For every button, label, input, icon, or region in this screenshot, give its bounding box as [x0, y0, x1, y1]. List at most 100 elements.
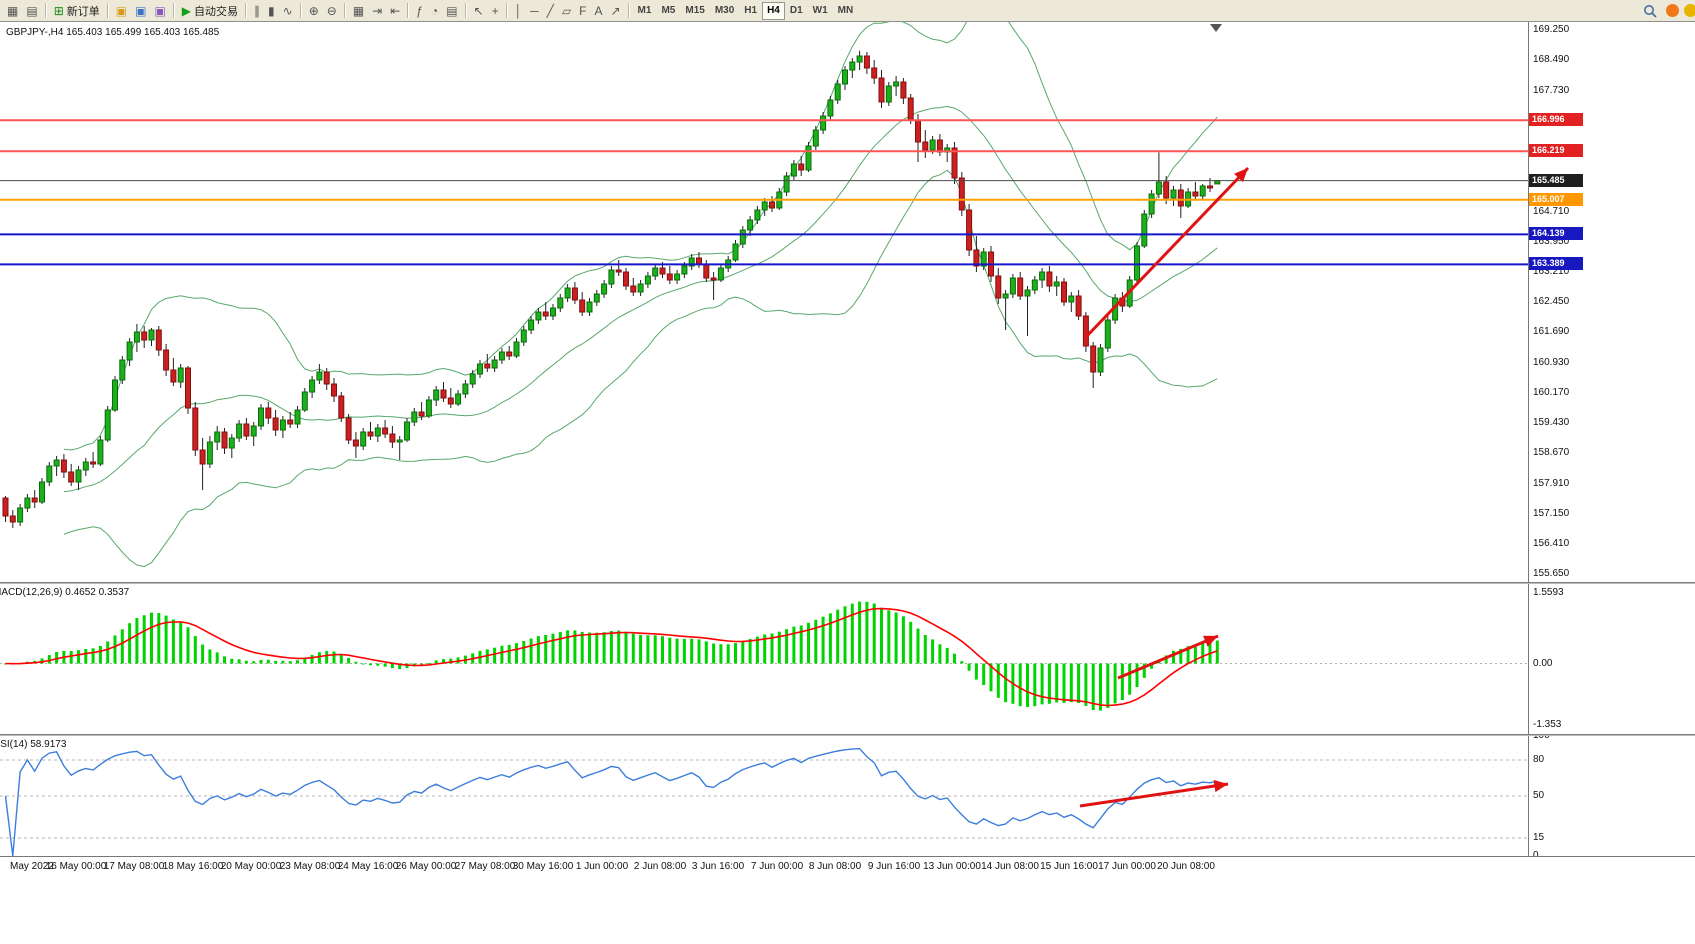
- horizontal-lines[interactable]: [0, 119, 1528, 266]
- line-chart-button[interactable]: ∿: [279, 2, 297, 20]
- indicators-icon: ƒ: [416, 3, 423, 18]
- rsi-line: [4, 747, 1218, 856]
- profiles-button[interactable]: ▤: [22, 2, 41, 20]
- time-axis-label: 24 May 16:00: [337, 861, 399, 872]
- cursor-button[interactable]: ↖: [470, 2, 488, 20]
- profiles-icon: ▤: [26, 3, 38, 18]
- channel-icon: ▱: [561, 3, 572, 18]
- rsi-label: RSI(14) 58.9173: [0, 739, 67, 750]
- toolbar-separator: [245, 3, 248, 18]
- main-chart-panel: 169.250 168.490 167.730 164.710 163.950 163.2…: [0, 22, 1695, 582]
- chart-shift-button[interactable]: ⇤: [386, 2, 404, 20]
- zoom-in-icon: ⊕: [308, 3, 319, 18]
- data-window-button[interactable]: ▣: [131, 2, 150, 20]
- navigator-icon: ▣: [154, 3, 166, 18]
- time-axis-label: 8 Jun 08:00: [808, 861, 862, 872]
- toolbar: ▦ ▤ ⊞ 新订单 ▣ ▣ ▣ ▶ 自动交易 ∥ ▮ ∿ ⊕ ⊖ ▦ ⇥ ⇤ ƒ ◔ ▤ ↖ + │ ─ ╱ ▱ F A ↗ M1 M5 M1…: [0, 0, 1695, 22]
- zoom-in-button[interactable]: ⊕: [305, 2, 323, 20]
- time-axis-label: 23 May 08:00: [279, 861, 341, 872]
- trendline-button[interactable]: ╱: [543, 2, 558, 20]
- fibonacci-button[interactable]: F: [575, 2, 590, 20]
- timeframe-m5-button[interactable]: M5: [656, 2, 680, 20]
- rsi-tick-label: 80: [1533, 754, 1545, 765]
- price-tick-label: 161.690: [1533, 326, 1570, 337]
- time-axis-label: 20 Jun 08:00: [1157, 861, 1215, 872]
- toolbar-buttons: ▦ ▤ ⊞ 新订单 ▣ ▣ ▣ ▶ 自动交易 ∥ ▮ ∿ ⊕ ⊖ ▦ ⇥ ⇤ ƒ ◔ ▤ ↖ + │ ─ ╱ ▱ F A ↗ M1 M5 M1…: [3, 1, 1639, 20]
- main-chart-plot[interactable]: [0, 22, 1528, 582]
- panel-splitter[interactable]: [0, 582, 1695, 584]
- zoom-out-button[interactable]: ⊖: [323, 2, 341, 20]
- candlestick-chart-button[interactable]: ▮: [264, 2, 279, 20]
- macd-tick-label: 1.5593: [1533, 587, 1564, 598]
- price-badge: 163.389: [1529, 257, 1583, 270]
- data-window-icon: ▣: [135, 3, 147, 18]
- cursor-icon: ↖: [473, 3, 484, 18]
- price-tick-label: 162.450: [1533, 296, 1570, 307]
- panel-splitter[interactable]: [0, 734, 1695, 736]
- autotrading-button[interactable]: ▶ 自动交易: [178, 2, 242, 20]
- price-badge: 166.996: [1529, 113, 1583, 126]
- toolbar-separator: [172, 3, 175, 18]
- rsi-plot[interactable]: [0, 736, 1528, 856]
- horizontal-line-button[interactable]: ─: [526, 2, 543, 20]
- price-tick-label: 157.910: [1533, 478, 1570, 489]
- bollinger-lower: [63, 169, 1218, 568]
- arrows-icon: ↗: [610, 3, 621, 18]
- new-chart-button[interactable]: ▦: [3, 2, 22, 20]
- timeframe-m1-button[interactable]: M1: [633, 2, 657, 20]
- price-tick-label: 155.650: [1533, 568, 1570, 579]
- macd-plot[interactable]: [0, 584, 1528, 734]
- market-watch-icon: ▣: [115, 3, 128, 18]
- symbol-ohlc-label: GBPJPY-,H4 165.403 165.499 165.403 165.4…: [6, 27, 220, 38]
- chart-shift-icon: ⇤: [390, 3, 401, 18]
- price-tick-label: 164.710: [1533, 206, 1570, 217]
- candlestick-icon: ▮: [268, 3, 275, 18]
- chart-shift-marker[interactable]: [1210, 24, 1222, 32]
- new-order-button[interactable]: ⊞ 新订单: [50, 2, 104, 20]
- line-chart-icon: ∿: [282, 3, 293, 18]
- navigator-button[interactable]: ▣: [150, 2, 169, 20]
- price-tick-label: 163.950: [1533, 236, 1570, 247]
- market-watch-button[interactable]: ▣: [112, 2, 131, 20]
- templates-button[interactable]: ▤: [442, 2, 461, 20]
- trend-arrow[interactable]: [1083, 166, 1250, 340]
- timeframe-mn-button[interactable]: MN: [833, 2, 859, 20]
- timeframe-m15-button[interactable]: M15: [680, 2, 709, 20]
- bollinger-upper: [63, 22, 1218, 451]
- macd-label: MACD(12,26,9) 0.4652 0.3537: [0, 587, 130, 598]
- channel-button[interactable]: ▱: [558, 2, 575, 20]
- notification-badge-icon[interactable]: [1666, 4, 1679, 17]
- price-axis[interactable]: 169.250 168.490 167.730 164.710 163.950 163.2…: [1528, 22, 1695, 582]
- toolbar-separator: [464, 3, 467, 18]
- fibonacci-icon: F: [579, 3, 587, 18]
- time-axis[interactable]: May 2022 16 May 00:00 17 May 08:00 18 May 1…: [0, 856, 1695, 944]
- macd-signal-line: [5, 607, 1218, 707]
- vertical-line-button[interactable]: │: [511, 2, 527, 20]
- price-tick-label: 160.170: [1533, 387, 1570, 398]
- trend-arrow[interactable]: [1079, 780, 1229, 808]
- timeframe-m30-button[interactable]: M30: [710, 2, 739, 20]
- search-button[interactable]: [1639, 1, 1661, 21]
- timeframe-h1-button[interactable]: H1: [739, 2, 762, 20]
- crosshair-button[interactable]: +: [488, 2, 503, 20]
- community-badge-icon[interactable]: [1684, 4, 1695, 17]
- toolbar-separator: [44, 3, 47, 18]
- time-axis-label: 16 May 00:00: [45, 861, 107, 872]
- text-button[interactable]: A: [590, 2, 606, 20]
- auto-scroll-button[interactable]: ⇥: [368, 2, 386, 20]
- trend-arrow[interactable]: [1117, 634, 1219, 680]
- timeframe-h4-button[interactable]: H4: [762, 1, 785, 20]
- rsi-axis[interactable]: 100 80 50 15 0: [1528, 736, 1695, 856]
- time-axis-label: 1 Jun 00:00: [575, 861, 629, 872]
- macd-axis[interactable]: 1.5593 0.00 -1.353: [1528, 584, 1695, 734]
- timeframe-w1-button[interactable]: W1: [808, 2, 833, 20]
- macd-tick-label: -1.353: [1533, 719, 1562, 730]
- arrows-button[interactable]: ↗: [606, 2, 624, 20]
- timeframe-d1-button[interactable]: D1: [785, 2, 808, 20]
- periods-button[interactable]: ◔: [427, 2, 442, 20]
- tile-windows-button[interactable]: ▦: [349, 2, 368, 20]
- indicators-button[interactable]: ƒ: [412, 2, 427, 20]
- bar-chart-button[interactable]: ∥: [250, 2, 264, 20]
- time-axis-label: 2 Jun 08:00: [633, 861, 687, 872]
